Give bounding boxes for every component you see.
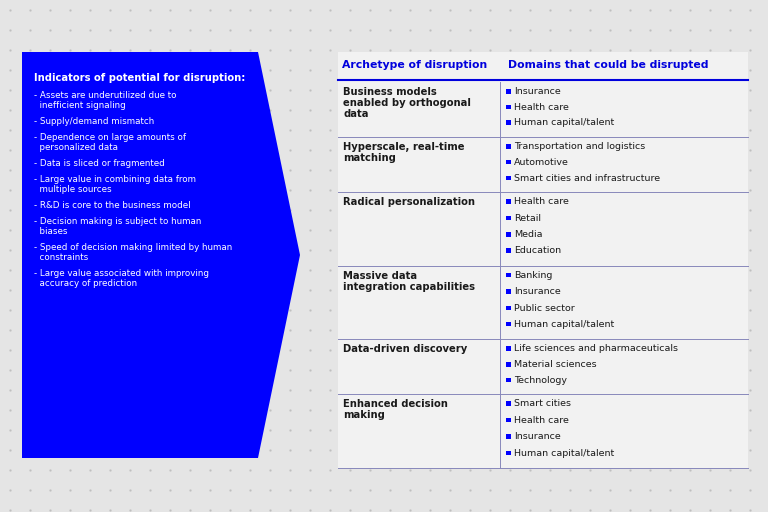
Text: - Large value in combining data from: - Large value in combining data from <box>34 175 196 184</box>
Text: Massive data: Massive data <box>343 271 417 281</box>
Text: Data-driven discovery: Data-driven discovery <box>343 345 467 354</box>
Text: matching: matching <box>343 153 396 163</box>
Text: Public sector: Public sector <box>514 304 574 312</box>
Text: - R&D is core to the business model: - R&D is core to the business model <box>34 201 190 210</box>
Bar <box>506 144 511 148</box>
Text: enabled by orthogonal: enabled by orthogonal <box>343 98 471 108</box>
Text: accuracy of prediction: accuracy of prediction <box>34 279 137 288</box>
Bar <box>506 105 511 109</box>
Text: Human capital/talent: Human capital/talent <box>514 118 614 127</box>
Bar <box>506 248 511 253</box>
Bar <box>506 346 511 351</box>
Text: Material sciences: Material sciences <box>514 360 597 369</box>
Text: - Large value associated with improving: - Large value associated with improving <box>34 269 209 278</box>
Text: Insurance: Insurance <box>514 287 561 296</box>
Text: Health care: Health care <box>514 103 569 112</box>
Bar <box>506 434 511 439</box>
Bar <box>506 160 511 164</box>
Text: personalized data: personalized data <box>34 143 118 152</box>
Text: making: making <box>343 411 385 420</box>
Bar <box>506 378 511 382</box>
Bar <box>506 176 511 180</box>
Text: data: data <box>343 109 369 119</box>
Text: Archetype of disruption: Archetype of disruption <box>342 60 487 70</box>
Bar <box>506 89 511 94</box>
Text: Automotive: Automotive <box>514 158 569 167</box>
Bar <box>506 362 511 367</box>
Text: Education: Education <box>514 246 561 255</box>
Bar <box>506 401 511 406</box>
Text: Indicators of potential for disruption:: Indicators of potential for disruption: <box>34 73 245 83</box>
Bar <box>506 199 511 204</box>
Text: - Data is sliced or fragmented: - Data is sliced or fragmented <box>34 159 165 168</box>
Text: Insurance: Insurance <box>514 432 561 441</box>
Text: Life sciences and pharmaceuticals: Life sciences and pharmaceuticals <box>514 345 678 353</box>
Text: Transportation and logistics: Transportation and logistics <box>514 142 645 151</box>
Text: - Supply/demand mismatch: - Supply/demand mismatch <box>34 117 154 126</box>
Bar <box>506 232 511 237</box>
Text: Smart cities and infrastructure: Smart cities and infrastructure <box>514 174 660 183</box>
Bar <box>506 273 511 278</box>
Text: Human capital/talent: Human capital/talent <box>514 449 614 458</box>
Text: Insurance: Insurance <box>514 87 561 96</box>
Text: Retail: Retail <box>514 214 541 223</box>
Polygon shape <box>22 52 300 458</box>
Bar <box>506 418 511 422</box>
Text: Hyperscale, real-time: Hyperscale, real-time <box>343 142 465 152</box>
Text: multiple sources: multiple sources <box>34 185 111 194</box>
Text: integration capabilities: integration capabilities <box>343 282 475 292</box>
Text: Radical personalization: Radical personalization <box>343 197 475 207</box>
Bar <box>506 322 511 327</box>
Text: Media: Media <box>514 230 542 239</box>
Text: - Decision making is subject to human: - Decision making is subject to human <box>34 217 201 226</box>
Bar <box>506 120 511 125</box>
Text: Domains that could be disrupted: Domains that could be disrupted <box>508 60 709 70</box>
Bar <box>506 216 511 220</box>
Text: Smart cities: Smart cities <box>514 399 571 409</box>
Bar <box>506 451 511 455</box>
Text: inefficient signaling: inefficient signaling <box>34 101 126 110</box>
Text: Enhanced decision: Enhanced decision <box>343 399 448 410</box>
Text: - Dependence on large amounts of: - Dependence on large amounts of <box>34 133 186 142</box>
Text: Health care: Health care <box>514 197 569 206</box>
Bar <box>506 306 511 310</box>
Text: Human capital/talent: Human capital/talent <box>514 320 614 329</box>
Text: Technology: Technology <box>514 376 567 385</box>
Text: Business models: Business models <box>343 87 437 97</box>
Text: Banking: Banking <box>514 271 552 280</box>
Text: Health care: Health care <box>514 416 569 425</box>
Text: - Speed of decision making limited by human: - Speed of decision making limited by hu… <box>34 243 232 252</box>
FancyBboxPatch shape <box>338 52 748 468</box>
Text: constraints: constraints <box>34 253 88 262</box>
Text: biases: biases <box>34 227 68 236</box>
Text: - Assets are underutilized due to: - Assets are underutilized due to <box>34 91 177 100</box>
Bar <box>506 289 511 294</box>
